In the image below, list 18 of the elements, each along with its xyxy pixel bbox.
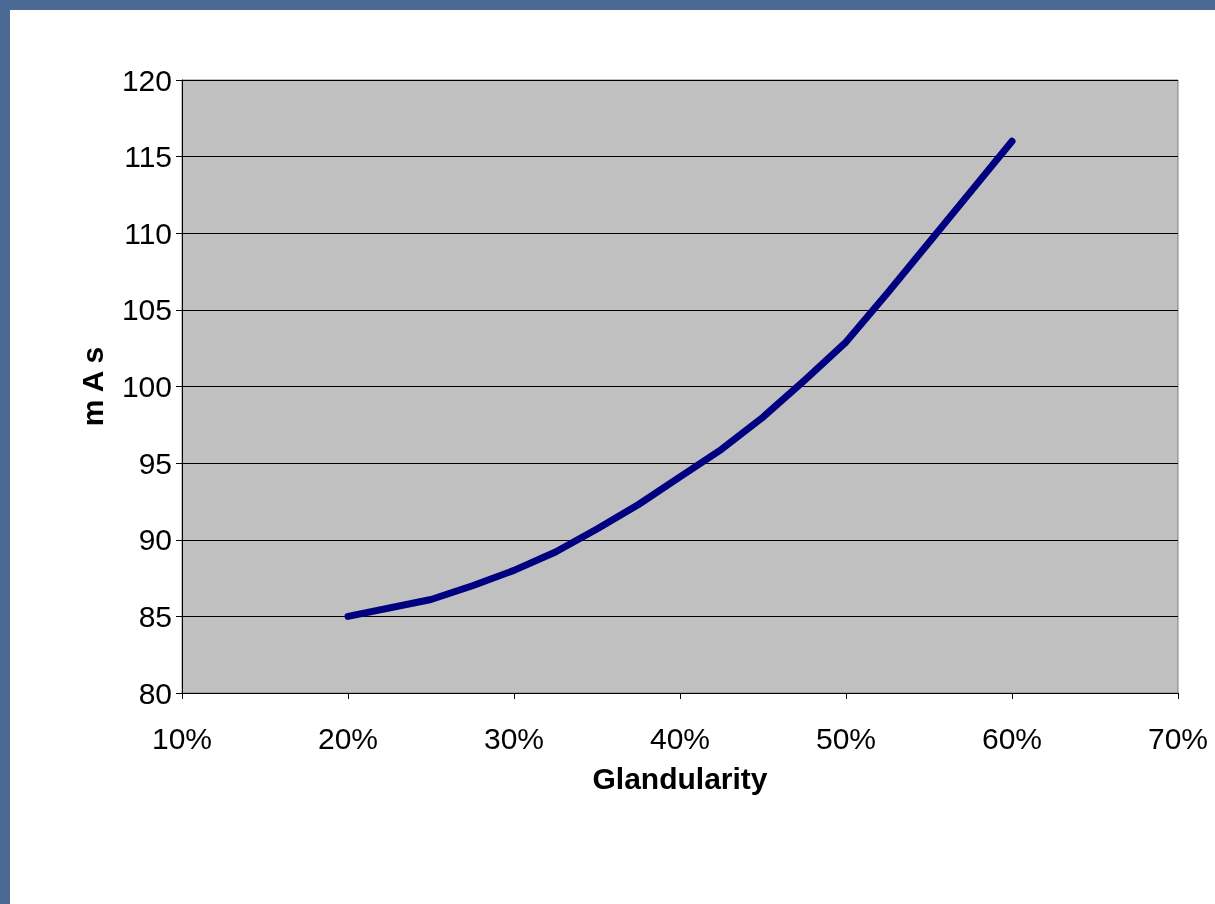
x-tick-label: 50% xyxy=(815,721,877,755)
y-tick-label: 105 xyxy=(121,293,172,327)
y-axis-title: m A s xyxy=(75,346,109,427)
y-tick-label: 90 xyxy=(138,523,172,557)
y-tick-label: 110 xyxy=(124,216,172,250)
y-tick-label: 120 xyxy=(121,63,172,97)
x-tick-label: 20% xyxy=(317,721,379,755)
x-tick-label: 40% xyxy=(649,721,711,755)
x-axis-title: Glandularity xyxy=(592,761,768,795)
x-tick-label: 30% xyxy=(483,721,545,755)
y-tick-label: 95 xyxy=(138,446,172,480)
y-tick-label: 100 xyxy=(121,370,172,403)
x-tick-label: 60% xyxy=(981,721,1043,755)
y-tick-label: 115 xyxy=(124,140,172,174)
y-tick-label: 80 xyxy=(138,676,172,710)
y-tick-label: 85 xyxy=(138,599,172,633)
x-tick-label: 10% xyxy=(151,721,213,755)
x-tick-label: 70% xyxy=(1147,721,1209,755)
